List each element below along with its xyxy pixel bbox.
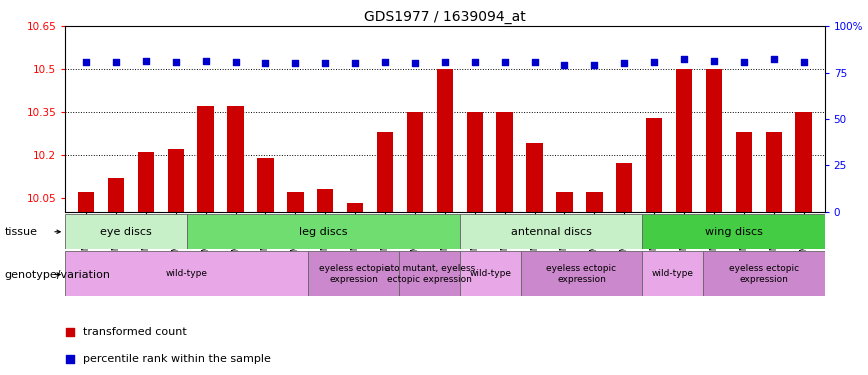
Point (288, 60, 302, 66)
Bar (78, 192, 95, 212)
Bar (616, 164, 633, 212)
Point (259, 60, 273, 66)
Bar (736, 132, 752, 212)
Point (139, 57, 153, 63)
Bar (377, 132, 393, 212)
Bar (138, 152, 154, 212)
Point (319, 60, 332, 66)
Bar (795, 112, 812, 212)
Bar (227, 106, 244, 212)
Bar (466, 112, 483, 212)
Text: wild-type: wild-type (652, 269, 694, 278)
Text: leg discs: leg discs (299, 226, 347, 237)
Point (366, 229, 380, 235)
Text: transformed count: transformed count (83, 327, 187, 337)
Bar (676, 69, 693, 212)
Bar (399, 251, 460, 296)
Point (497, 59, 511, 65)
Bar (703, 251, 825, 296)
Bar (347, 203, 364, 212)
Text: tissue: tissue (4, 227, 37, 237)
Text: eyeless ectopic
expression: eyeless ectopic expression (547, 264, 616, 284)
Text: genotype/variation: genotype/variation (4, 270, 110, 279)
Point (528, 59, 542, 65)
Text: eyeless ectopic
expression: eyeless ectopic expression (729, 264, 799, 284)
Bar (646, 118, 662, 212)
Point (557, 62, 571, 68)
Bar (521, 251, 642, 296)
Point (677, 56, 691, 62)
Bar (586, 192, 602, 212)
Title: GDS1977 / 1639094_at: GDS1977 / 1639094_at (364, 10, 526, 24)
Bar (460, 251, 521, 296)
Bar (460, 214, 642, 249)
Text: wing discs: wing discs (705, 226, 762, 237)
Bar (766, 132, 782, 212)
Bar (642, 251, 703, 296)
Point (348, 60, 362, 66)
Point (737, 59, 751, 65)
Bar (65, 214, 187, 249)
Text: eye discs: eye discs (100, 226, 152, 237)
Bar (437, 69, 453, 212)
Bar (308, 251, 399, 296)
Text: percentile rank within the sample: percentile rank within the sample (83, 354, 271, 364)
Bar (407, 112, 424, 212)
Point (168, 59, 182, 65)
Bar (257, 158, 273, 212)
Text: wild-type: wild-type (166, 269, 207, 278)
Bar (526, 143, 542, 212)
Bar (642, 214, 825, 249)
Bar (287, 192, 304, 212)
Bar (197, 106, 214, 212)
Point (408, 60, 422, 66)
Bar (187, 214, 460, 249)
Point (437, 59, 451, 65)
Point (199, 57, 213, 63)
Bar (108, 178, 124, 212)
Point (797, 59, 811, 65)
Point (109, 59, 123, 65)
Point (648, 59, 661, 65)
Point (707, 57, 721, 63)
Point (766, 56, 780, 62)
Point (378, 59, 392, 65)
Bar (65, 251, 308, 296)
Point (79, 59, 93, 65)
Point (588, 62, 602, 68)
Point (617, 60, 631, 66)
Text: ato mutant, eyeless
ectopic expression: ato mutant, eyeless ectopic expression (385, 264, 475, 284)
Bar (556, 192, 573, 212)
Text: wild-type: wild-type (470, 269, 511, 278)
Bar (706, 69, 722, 212)
Text: eyeless ectopic
expression: eyeless ectopic expression (319, 264, 389, 284)
Point (228, 59, 242, 65)
Point (468, 59, 482, 65)
Bar (317, 189, 333, 212)
Bar (496, 112, 513, 212)
Text: antennal discs: antennal discs (510, 226, 592, 237)
Bar (168, 149, 184, 212)
